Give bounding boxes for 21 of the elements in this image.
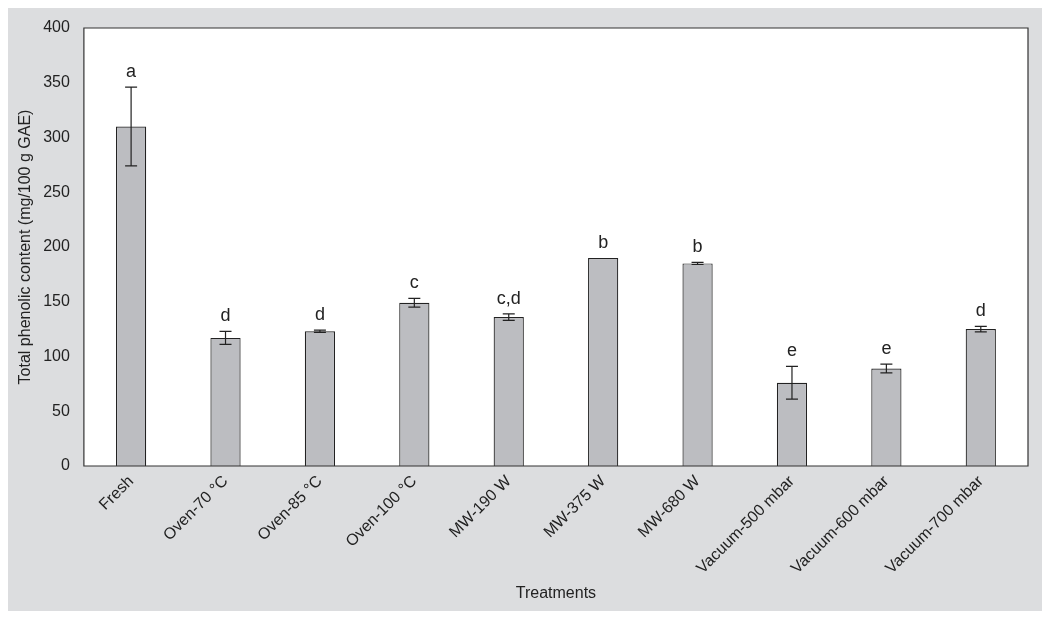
annotation: d bbox=[314, 304, 325, 325]
annotation: e bbox=[786, 340, 797, 361]
y-tick-label: 400 bbox=[43, 18, 70, 36]
annotation: b bbox=[692, 236, 703, 257]
y-tick-label: 0 bbox=[60, 456, 70, 474]
y-axis-title: Total phenolic content (mg/100 g GAE) bbox=[16, 109, 34, 385]
annotation: d bbox=[220, 305, 231, 326]
y-tick-label: 200 bbox=[43, 237, 70, 255]
y-tick-label: 300 bbox=[43, 127, 70, 145]
annotation: c,d bbox=[496, 287, 521, 308]
annotation: b bbox=[598, 231, 609, 252]
y-tick-label: 150 bbox=[43, 292, 70, 310]
annotation: a bbox=[126, 61, 138, 82]
x-axis-title: Treatments bbox=[515, 583, 597, 601]
y-tick-label: 100 bbox=[43, 346, 70, 364]
annotation: c bbox=[409, 272, 419, 293]
annotation: e bbox=[881, 338, 892, 359]
y-tick-label: 350 bbox=[43, 73, 70, 91]
y-tick-label: 250 bbox=[43, 182, 70, 200]
annotation: d bbox=[975, 300, 986, 321]
y-tick-label: 50 bbox=[52, 401, 70, 419]
